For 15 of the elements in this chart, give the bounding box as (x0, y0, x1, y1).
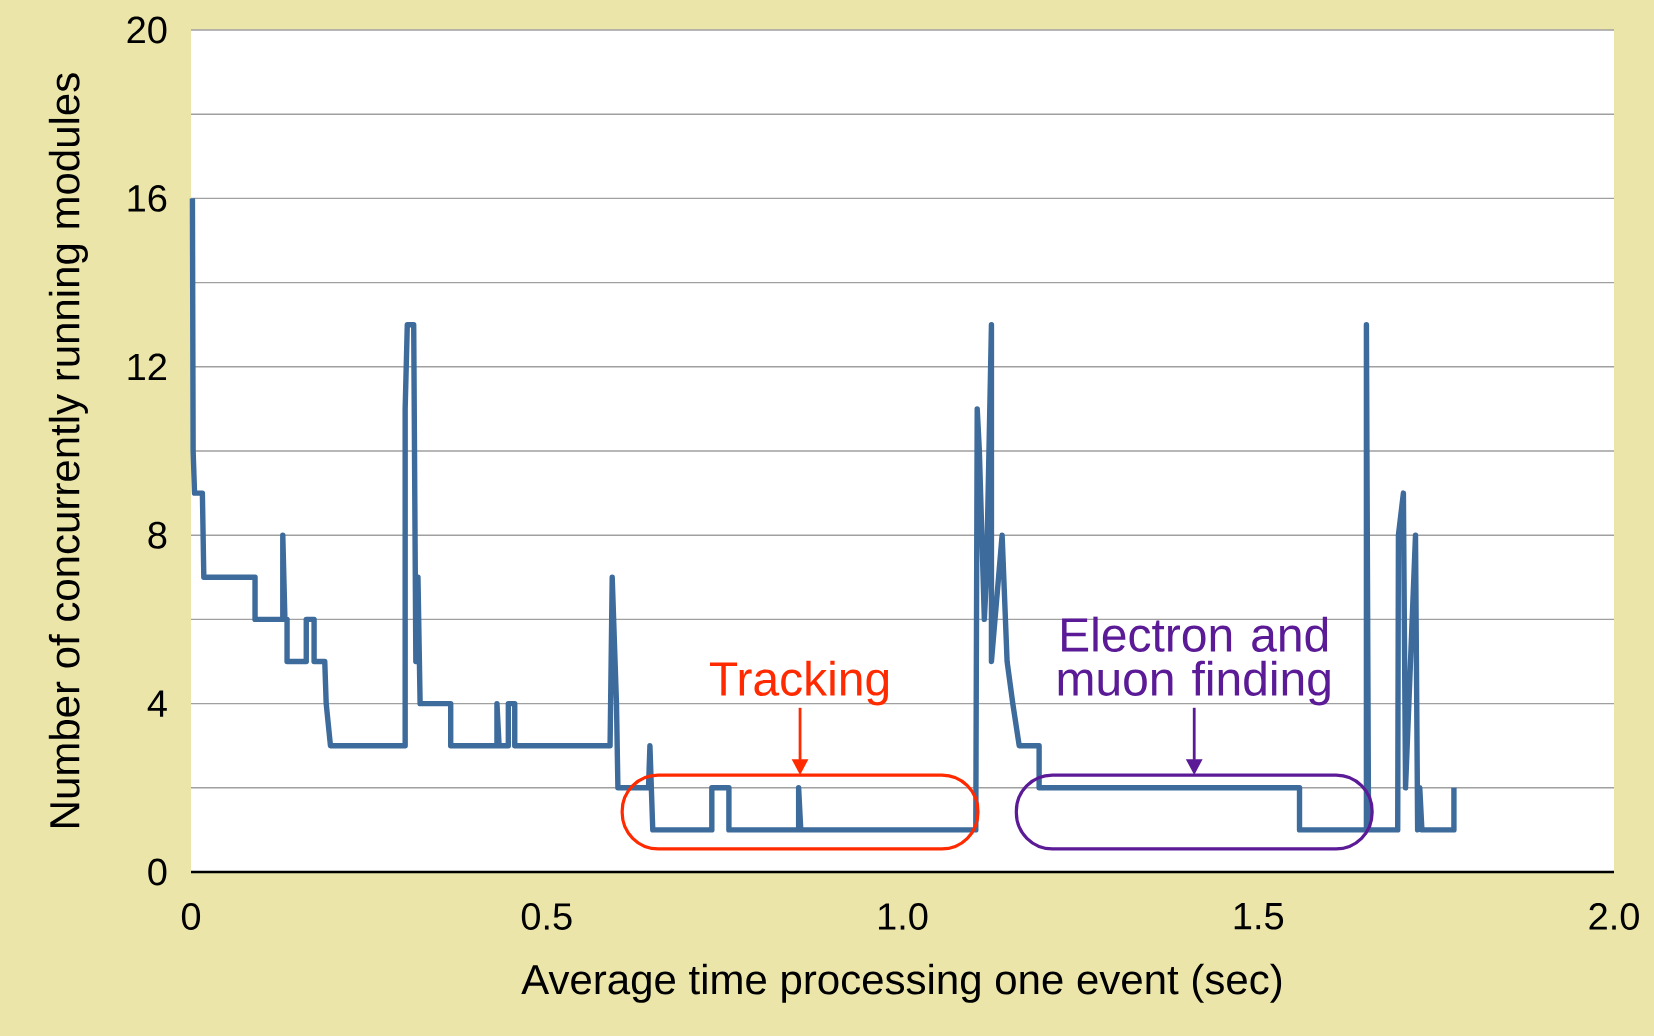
y-axis-title: Number of concurrently running modules (48, 73, 88, 827)
x-tick-label: 1.0 (878, 903, 928, 930)
x-tick-label: 1.5 (1234, 903, 1284, 930)
y-tick-label: 12 (128, 353, 167, 381)
x-axis-title: Average time processing one event (sec) (521, 963, 1282, 1003)
y-tick-label: 0 (148, 858, 167, 886)
annotation: Electron and muon finding (1058, 616, 1330, 706)
x-tick-label: 0 (181, 903, 201, 930)
x-tick-label: 2.0 (1589, 903, 1639, 930)
x-tick-label: 0.5 (521, 903, 572, 930)
y-tick-label: 4 (147, 690, 167, 717)
annotation: Tracking (709, 660, 889, 706)
y-tick-label: 16 (128, 184, 167, 212)
y-tick-label: 20 (127, 16, 167, 44)
y-tick-label: 8 (148, 521, 167, 549)
